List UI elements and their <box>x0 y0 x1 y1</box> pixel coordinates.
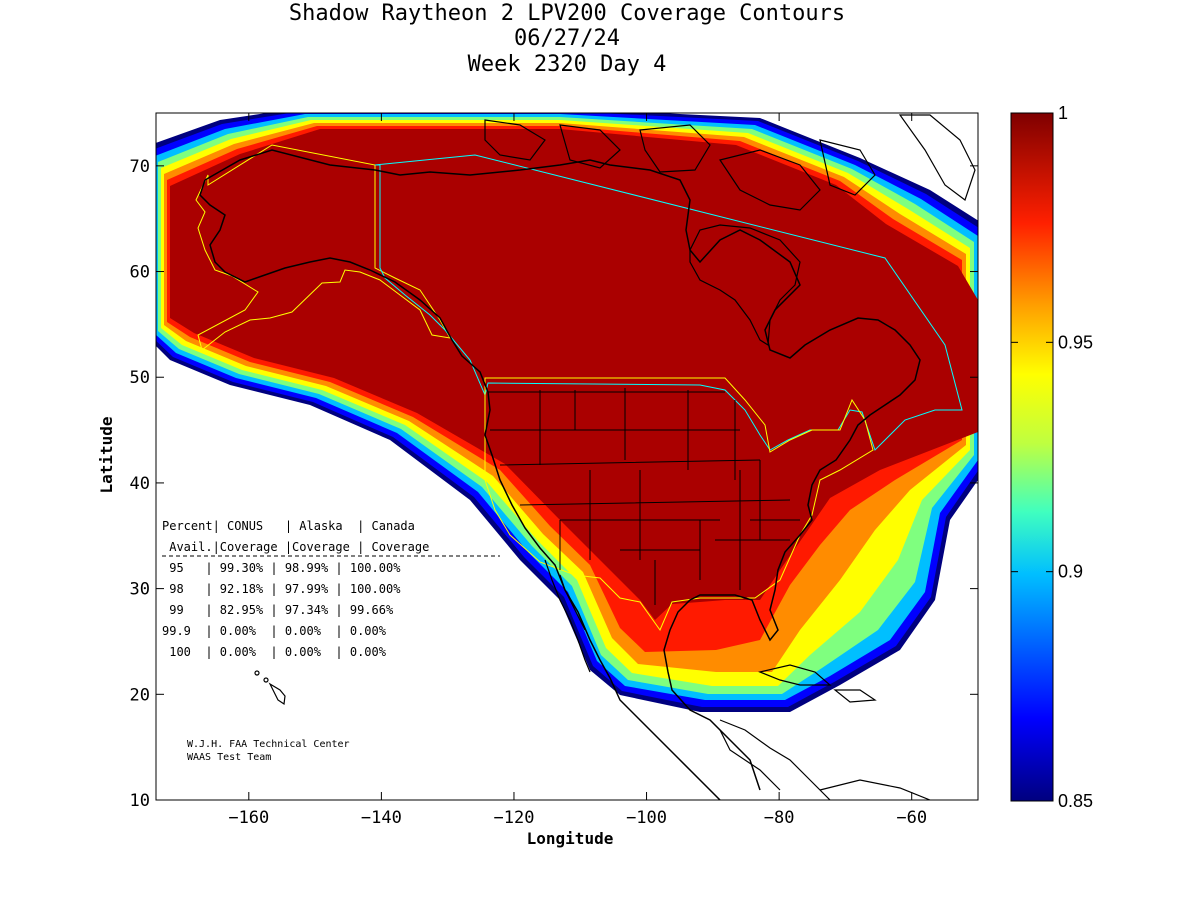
credit-line-2: WAAS Test Team <box>187 752 271 763</box>
table-header-row-2: Avail.|Coverage |Coverage | Coverage <box>162 540 429 554</box>
x-axis-label: Longitude <box>527 829 614 848</box>
y-tick-label: 60 <box>130 263 150 283</box>
map-title: Shadow Raytheon 2 LPV200 Coverage Contou… <box>288 1 846 26</box>
canada-region-outline <box>374 154 963 451</box>
credit-line-1: W.J.H. FAA Technical Center <box>187 739 350 750</box>
table-header-row-1: Percent| CONUS | Alaska | Canada <box>162 519 415 533</box>
coverage-table: Percent| CONUS | Alaska | Canada Avail.|… <box>162 519 500 659</box>
colorbar <box>1011 113 1053 801</box>
colorbar-ticks: 1 0.95 0.9 0.85 <box>1011 103 1093 811</box>
y-tick-label: 30 <box>130 580 150 600</box>
table-row: 99.9 | 0.00% | 0.00% | 0.00% <box>162 624 387 638</box>
y-tick-label: 70 <box>130 157 150 177</box>
central-america-outline <box>719 664 931 800</box>
colorbar-tick-label: 0.85 <box>1058 791 1093 811</box>
plot-frame <box>155 112 979 801</box>
conus-region-outline <box>484 377 874 632</box>
hudson-bay-outline <box>689 224 801 347</box>
y-tick-label: 50 <box>130 368 150 388</box>
alaska-region-outline <box>195 144 451 351</box>
map-date: 06/27/24 <box>514 26 620 51</box>
west-coast-outline <box>199 179 721 800</box>
table-row: 99 | 82.95% | 97.34% | 99.66% <box>162 603 394 617</box>
x-tick-label: −100 <box>626 808 667 828</box>
hawaii-islands <box>254 670 286 706</box>
table-row: 95 | 99.30% | 98.99% | 100.00% <box>162 561 401 575</box>
y-tick-label: 10 <box>130 791 150 811</box>
x-tick-label: −140 <box>361 808 402 828</box>
table-row: 100 | 0.00% | 0.00% | 0.00% <box>162 645 387 659</box>
x-axis-ticks: −160 −140 −120 −100 −80 −60 <box>228 113 927 828</box>
us-state-boundaries <box>488 388 800 605</box>
map-week-day: Week 2320 Day 4 <box>467 52 667 77</box>
colorbar-tick-label: 0.95 <box>1058 332 1093 352</box>
x-tick-label: −160 <box>228 808 269 828</box>
table-row: 98 | 92.18% | 97.99% | 100.00% <box>162 582 401 596</box>
colorbar-tick-label: 1 <box>1058 103 1068 123</box>
x-tick-label: −120 <box>493 808 534 828</box>
arctic-islands <box>484 114 976 211</box>
y-tick-label: 40 <box>130 474 150 494</box>
baja-coastline <box>544 559 591 673</box>
y-tick-label: 20 <box>130 685 150 705</box>
y-axis-ticks: 10 20 30 40 50 60 70 <box>130 157 978 811</box>
colorbar-tick-label: 0.9 <box>1058 562 1083 582</box>
y-axis-label: Latitude <box>97 416 116 493</box>
north-america-coastline <box>204 149 921 791</box>
x-tick-label: −60 <box>896 808 927 828</box>
x-tick-label: −80 <box>764 808 795 828</box>
colorbar-frame <box>1010 112 1054 802</box>
coverage-contours <box>156 113 978 800</box>
